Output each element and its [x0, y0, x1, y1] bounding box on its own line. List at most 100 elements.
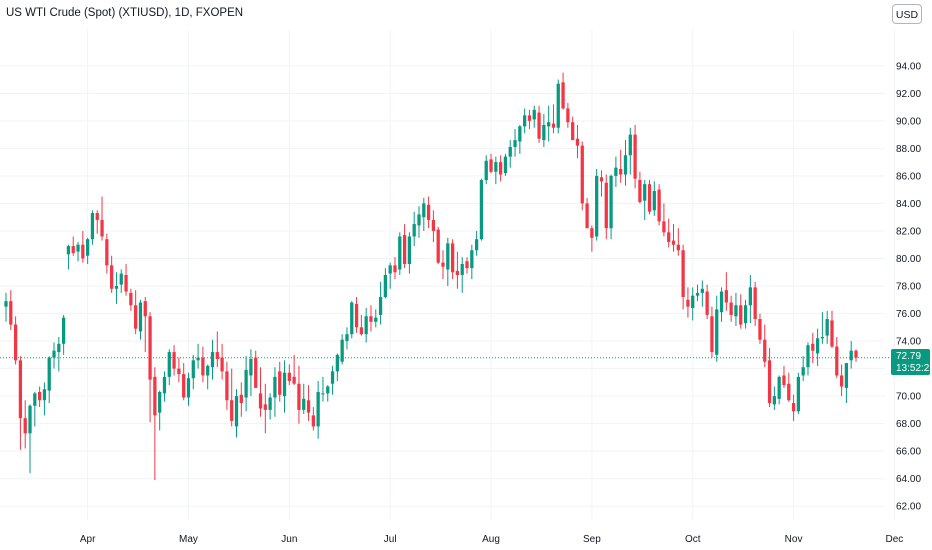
- candle: [383, 268, 388, 299]
- candle-body: [350, 302, 354, 335]
- candle-body: [364, 316, 368, 335]
- candle: [599, 170, 604, 197]
- candle-body: [782, 375, 786, 386]
- candle-body: [441, 262, 445, 267]
- candle: [835, 336, 839, 379]
- currency-button[interactable]: USD: [892, 4, 922, 24]
- candle: [172, 345, 176, 376]
- candle-body: [527, 115, 532, 121]
- candle: [537, 105, 541, 143]
- candle: [254, 350, 258, 388]
- candle-body: [839, 375, 844, 387]
- candle: [316, 380, 320, 439]
- candle-body: [186, 378, 191, 398]
- candle: [186, 372, 191, 406]
- candle-body: [523, 115, 527, 127]
- candle: [95, 210, 99, 234]
- candle: [782, 365, 786, 388]
- candle: [230, 368, 234, 427]
- candle-body: [4, 301, 8, 307]
- candle-body: [715, 309, 719, 355]
- candle-body: [724, 290, 728, 303]
- candle-body: [86, 239, 90, 256]
- y-tick-label: 86.00: [896, 171, 921, 182]
- candle-body: [66, 246, 71, 255]
- candle-body: [743, 305, 748, 324]
- candle: [167, 349, 171, 386]
- candle-body: [455, 270, 460, 275]
- candle-body: [153, 376, 157, 416]
- candle: [743, 299, 748, 329]
- candle-body: [282, 372, 287, 397]
- candle: [71, 236, 75, 256]
- candle: [623, 140, 628, 186]
- candle: [330, 365, 335, 395]
- candle-body: [273, 376, 277, 398]
- candle: [748, 275, 752, 324]
- candle: [153, 367, 157, 481]
- candle-body: [676, 244, 680, 251]
- candle-body: [13, 324, 18, 361]
- candle: [273, 367, 277, 417]
- candle-body: [628, 134, 632, 156]
- candle: [177, 357, 181, 383]
- y-tick-label: 94.00: [896, 61, 921, 72]
- candle: [326, 385, 330, 402]
- candle-body: [542, 124, 546, 141]
- candle-body: [407, 236, 412, 264]
- x-tick-label: Oct: [685, 534, 701, 545]
- candle-body: [571, 122, 575, 141]
- candle-body: [700, 288, 704, 293]
- candle: [460, 257, 464, 293]
- candle: [638, 171, 642, 204]
- candle-body: [758, 319, 762, 340]
- candle-body: [263, 404, 267, 410]
- candle: [37, 386, 42, 408]
- candle: [503, 153, 508, 176]
- candle: [484, 155, 488, 185]
- candle-body: [47, 357, 51, 391]
- candle-body: [426, 204, 431, 220]
- candle-body: [172, 352, 176, 369]
- x-tick-label: Apr: [80, 534, 96, 545]
- candle-body: [748, 287, 752, 306]
- candle: [162, 371, 167, 402]
- candle-body: [537, 112, 541, 139]
- candle: [585, 197, 589, 229]
- candle-body: [460, 263, 464, 275]
- candle-body: [143, 301, 147, 317]
- candle: [61, 314, 66, 355]
- candle: [767, 347, 772, 408]
- candle-body: [494, 162, 498, 172]
- grid-lines: [0, 30, 895, 520]
- candle-body: [623, 155, 628, 175]
- y-tick-label: 92.00: [896, 89, 921, 100]
- candle-body: [119, 273, 123, 285]
- candle-body: [225, 371, 229, 401]
- candle: [474, 230, 479, 256]
- candle: [388, 262, 392, 289]
- candle-body: [547, 122, 551, 127]
- last-price-value: 72.79: [896, 351, 922, 362]
- candle: [470, 244, 474, 280]
- candle-body: [811, 343, 815, 351]
- candle-body: [585, 203, 589, 229]
- candles: [4, 72, 858, 481]
- candle: [657, 184, 661, 226]
- candle: [287, 364, 291, 386]
- candle-body: [292, 376, 296, 384]
- y-tick-label: 76.00: [896, 309, 921, 320]
- candle-body: [431, 219, 436, 231]
- candle: [494, 156, 498, 185]
- candle: [542, 113, 546, 147]
- candle-body: [306, 400, 311, 413]
- candle-body: [61, 317, 66, 344]
- candle: [815, 328, 820, 366]
- candle: [513, 129, 517, 157]
- candle-body: [489, 159, 493, 172]
- candle: [547, 105, 551, 142]
- candle: [686, 287, 690, 318]
- candle: [820, 312, 825, 344]
- candle: [4, 292, 8, 322]
